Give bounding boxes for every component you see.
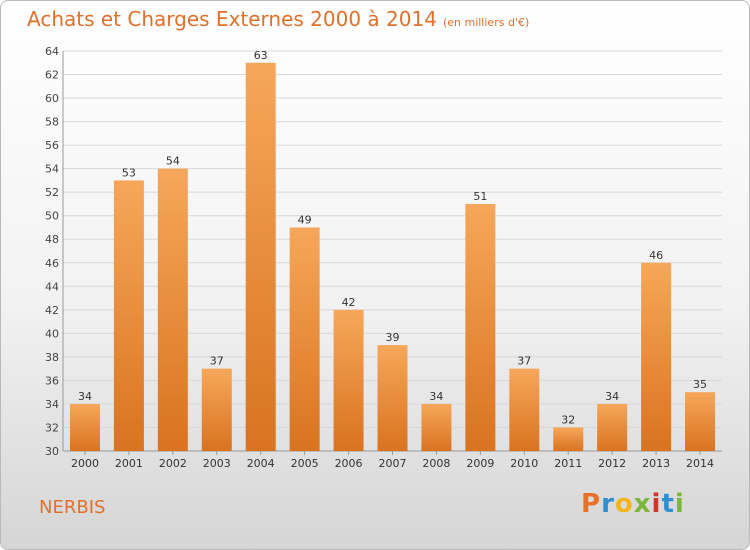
bar-value-label: 49 bbox=[298, 213, 312, 226]
y-tick-label: 36 bbox=[45, 374, 59, 387]
bar bbox=[641, 262, 672, 451]
y-tick-label: 62 bbox=[45, 69, 59, 82]
y-tick-label: 56 bbox=[45, 139, 59, 152]
bar-value-label: 34 bbox=[605, 390, 619, 403]
bar-value-label: 54 bbox=[166, 155, 180, 168]
logo-letter: i bbox=[651, 489, 662, 519]
bar-value-label: 53 bbox=[122, 166, 136, 179]
y-tick-label: 64 bbox=[45, 45, 59, 58]
x-tick-label: 2008 bbox=[422, 457, 450, 470]
x-tick-label: 2013 bbox=[642, 457, 670, 470]
bar-value-label: 34 bbox=[78, 390, 92, 403]
x-tick-label: 2007 bbox=[379, 457, 407, 470]
bar-value-label: 63 bbox=[254, 49, 268, 62]
logo-letter: r bbox=[601, 489, 615, 519]
logo-letter: o bbox=[614, 489, 634, 519]
x-tick-label: 2006 bbox=[335, 457, 363, 470]
bar bbox=[69, 403, 100, 451]
y-tick-label: 46 bbox=[45, 257, 59, 270]
x-tick-label: 2002 bbox=[159, 457, 187, 470]
y-tick-label: 38 bbox=[45, 351, 59, 364]
x-tick-label: 2012 bbox=[598, 457, 626, 470]
bar bbox=[465, 203, 496, 451]
y-tick-label: 58 bbox=[45, 116, 59, 129]
bar-value-label: 42 bbox=[342, 296, 356, 309]
chart-title-text: Achats et Charges Externes 2000 à 2014 bbox=[27, 7, 437, 31]
logo-letter: i bbox=[674, 489, 685, 519]
y-tick-label: 40 bbox=[45, 327, 59, 340]
x-tick-label: 2004 bbox=[247, 457, 275, 470]
bar bbox=[289, 227, 320, 451]
bar bbox=[597, 403, 628, 451]
bar bbox=[685, 392, 716, 451]
chart-unit: (en milliers d'€) bbox=[442, 16, 530, 29]
bar bbox=[333, 309, 364, 451]
bar-value-label: 34 bbox=[429, 390, 443, 403]
y-tick-label: 30 bbox=[45, 445, 59, 458]
y-tick-label: 34 bbox=[45, 398, 59, 411]
logo-letter: t bbox=[661, 489, 675, 519]
bar-value-label: 39 bbox=[386, 331, 400, 344]
x-tick-label: 2014 bbox=[686, 457, 714, 470]
x-tick-label: 2000 bbox=[71, 457, 99, 470]
logo-letter: P bbox=[581, 489, 602, 519]
commune-name: NERBIS bbox=[39, 497, 106, 518]
x-tick-label: 2011 bbox=[554, 457, 582, 470]
bar-value-label: 51 bbox=[473, 190, 487, 203]
bar-value-label: 35 bbox=[693, 378, 707, 391]
y-tick-label: 54 bbox=[45, 163, 59, 176]
bar-value-label: 37 bbox=[210, 355, 224, 368]
bar bbox=[113, 180, 144, 452]
logo-letter: x bbox=[633, 489, 652, 519]
bar bbox=[157, 168, 188, 451]
x-tick-label: 2010 bbox=[510, 457, 538, 470]
bar bbox=[245, 62, 276, 451]
bar bbox=[553, 427, 584, 451]
y-tick-label: 44 bbox=[45, 280, 59, 293]
y-tick-label: 32 bbox=[45, 421, 59, 434]
y-tick-label: 50 bbox=[45, 210, 59, 223]
bar bbox=[201, 368, 232, 451]
x-tick-label: 2001 bbox=[115, 457, 143, 470]
bar-value-label: 46 bbox=[649, 249, 663, 262]
y-tick-label: 42 bbox=[45, 304, 59, 317]
y-tick-label: 60 bbox=[45, 92, 59, 105]
x-tick-label: 2003 bbox=[203, 457, 231, 470]
proxiti-logo: Proxiti bbox=[581, 489, 685, 519]
bar bbox=[377, 345, 408, 451]
y-tick-label: 48 bbox=[45, 233, 59, 246]
bar-value-label: 32 bbox=[561, 413, 575, 426]
y-tick-label: 52 bbox=[45, 186, 59, 199]
chart-title: Achats et Charges Externes 2000 à 2014 (e… bbox=[27, 7, 529, 31]
x-tick-label: 2005 bbox=[291, 457, 319, 470]
bar bbox=[421, 403, 452, 451]
x-tick-label: 2009 bbox=[466, 457, 494, 470]
bar bbox=[509, 368, 540, 451]
bar-value-label: 37 bbox=[517, 355, 531, 368]
